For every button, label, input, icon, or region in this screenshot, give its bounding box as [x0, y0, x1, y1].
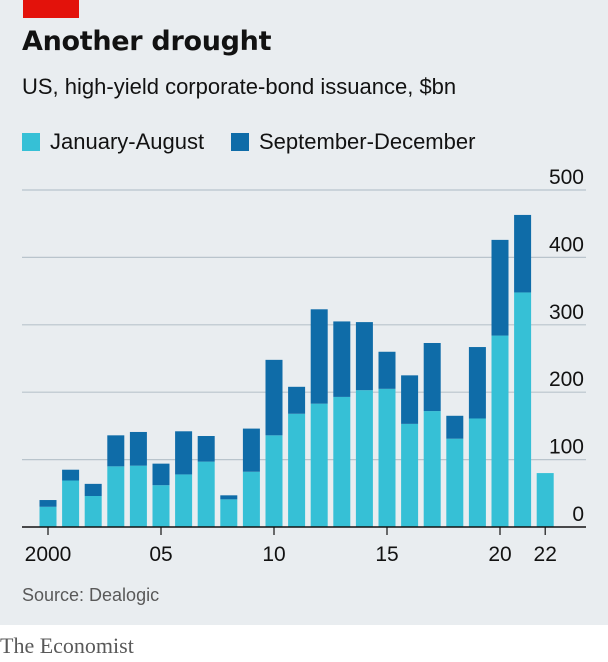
chart-subtitle: US, high-yield corporate-bond issuance, …: [22, 74, 457, 99]
bar-2020-jan-aug: [491, 335, 509, 527]
bar-2001-sep-dec: [62, 469, 80, 481]
bar-2006-sep-dec: [175, 431, 193, 475]
bar-2011-jan-aug: [288, 413, 306, 527]
bar-2000-sep-dec: [39, 500, 57, 507]
bar-2016-sep-dec: [401, 375, 419, 424]
bar-2008-jan-aug: [220, 499, 238, 527]
bar-2020-sep-dec: [491, 239, 509, 336]
bar-2006-jan-aug: [175, 474, 193, 527]
bar-2011-sep-dec: [288, 386, 306, 414]
bars: [39, 214, 554, 527]
y-tick-label-0: 0: [572, 503, 584, 526]
bar-2014-sep-dec: [355, 322, 373, 391]
bar-2002-sep-dec: [84, 483, 102, 496]
bar-2017-jan-aug: [423, 411, 441, 527]
bar-2003-sep-dec: [107, 435, 125, 467]
bar-2017-sep-dec: [423, 342, 441, 412]
bar-2021-sep-dec: [514, 214, 532, 293]
bar-2009-sep-dec: [242, 428, 260, 472]
bar-2004-sep-dec: [129, 431, 147, 466]
bar-2009-jan-aug: [242, 471, 260, 527]
publisher-logo: The Economist: [0, 633, 134, 658]
y-tick-label-100: 100: [549, 436, 584, 459]
bar-2005-jan-aug: [152, 485, 170, 527]
bar-2021-jan-aug: [514, 292, 532, 527]
legend-label-jan-aug: January-August: [50, 129, 205, 154]
bar-2007-jan-aug: [197, 461, 215, 527]
x-tick-label-05: 05: [149, 543, 172, 566]
bar-2012-sep-dec: [310, 309, 328, 404]
bar-2007-sep-dec: [197, 436, 215, 462]
bar-2004-jan-aug: [129, 465, 147, 527]
chart-card: Another drought US, high-yield corporate…: [0, 0, 608, 625]
legend-item-sep-dec: September-December: [231, 128, 475, 156]
brand-red-tag: [23, 0, 79, 18]
source-note: Source: Dealogic: [22, 585, 160, 605]
bar-2014-jan-aug: [355, 390, 373, 527]
bar-2001-jan-aug: [62, 480, 80, 527]
chart-title: Another drought: [22, 26, 272, 57]
legend-swatch-jan-aug: [22, 133, 40, 151]
bar-2002-jan-aug: [84, 495, 102, 527]
bar-2019-jan-aug: [468, 418, 486, 527]
bar-2015-jan-aug: [378, 388, 396, 527]
y-tick-label-200: 200: [549, 368, 584, 391]
y-tick-label-500: 500: [549, 166, 584, 189]
bar-2003-jan-aug: [107, 466, 125, 527]
legend-item-jan-aug: January-August: [22, 128, 204, 156]
x-tick-label-10: 10: [262, 543, 285, 566]
x-tick-label-2000: 2000: [25, 543, 72, 566]
bar-2010-sep-dec: [265, 359, 283, 436]
bar-2016-jan-aug: [401, 423, 419, 527]
x-tick-label-20: 20: [488, 543, 511, 566]
bar-2013-sep-dec: [333, 321, 351, 397]
legend-swatch-sep-dec: [231, 133, 249, 151]
bar-2005-sep-dec: [152, 463, 170, 486]
bar-2022-jan-aug: [536, 473, 554, 527]
axes: 0 100 200 300 400 500 2000 05 10 15 20 22: [22, 166, 586, 566]
bar-2018-sep-dec: [446, 415, 464, 439]
bar-2013-jan-aug: [333, 396, 351, 527]
bar-2012-jan-aug: [310, 403, 328, 527]
y-tick-label-300: 300: [549, 301, 584, 324]
x-tick-label-15: 15: [375, 543, 398, 566]
bar-chart: 0 100 200 300 400 500 2000 05 10 15 20 22: [22, 166, 586, 566]
bar-2008-sep-dec: [220, 495, 238, 500]
x-tick-label-22: 22: [534, 543, 557, 566]
bar-2015-sep-dec: [378, 351, 396, 389]
bar-2010-jan-aug: [265, 435, 283, 527]
bar-2018-jan-aug: [446, 438, 464, 527]
y-tick-label-400: 400: [549, 233, 584, 256]
bar-2019-sep-dec: [468, 347, 486, 419]
bar-2000-jan-aug: [39, 506, 57, 527]
legend-label-sep-dec: September-December: [259, 129, 476, 154]
